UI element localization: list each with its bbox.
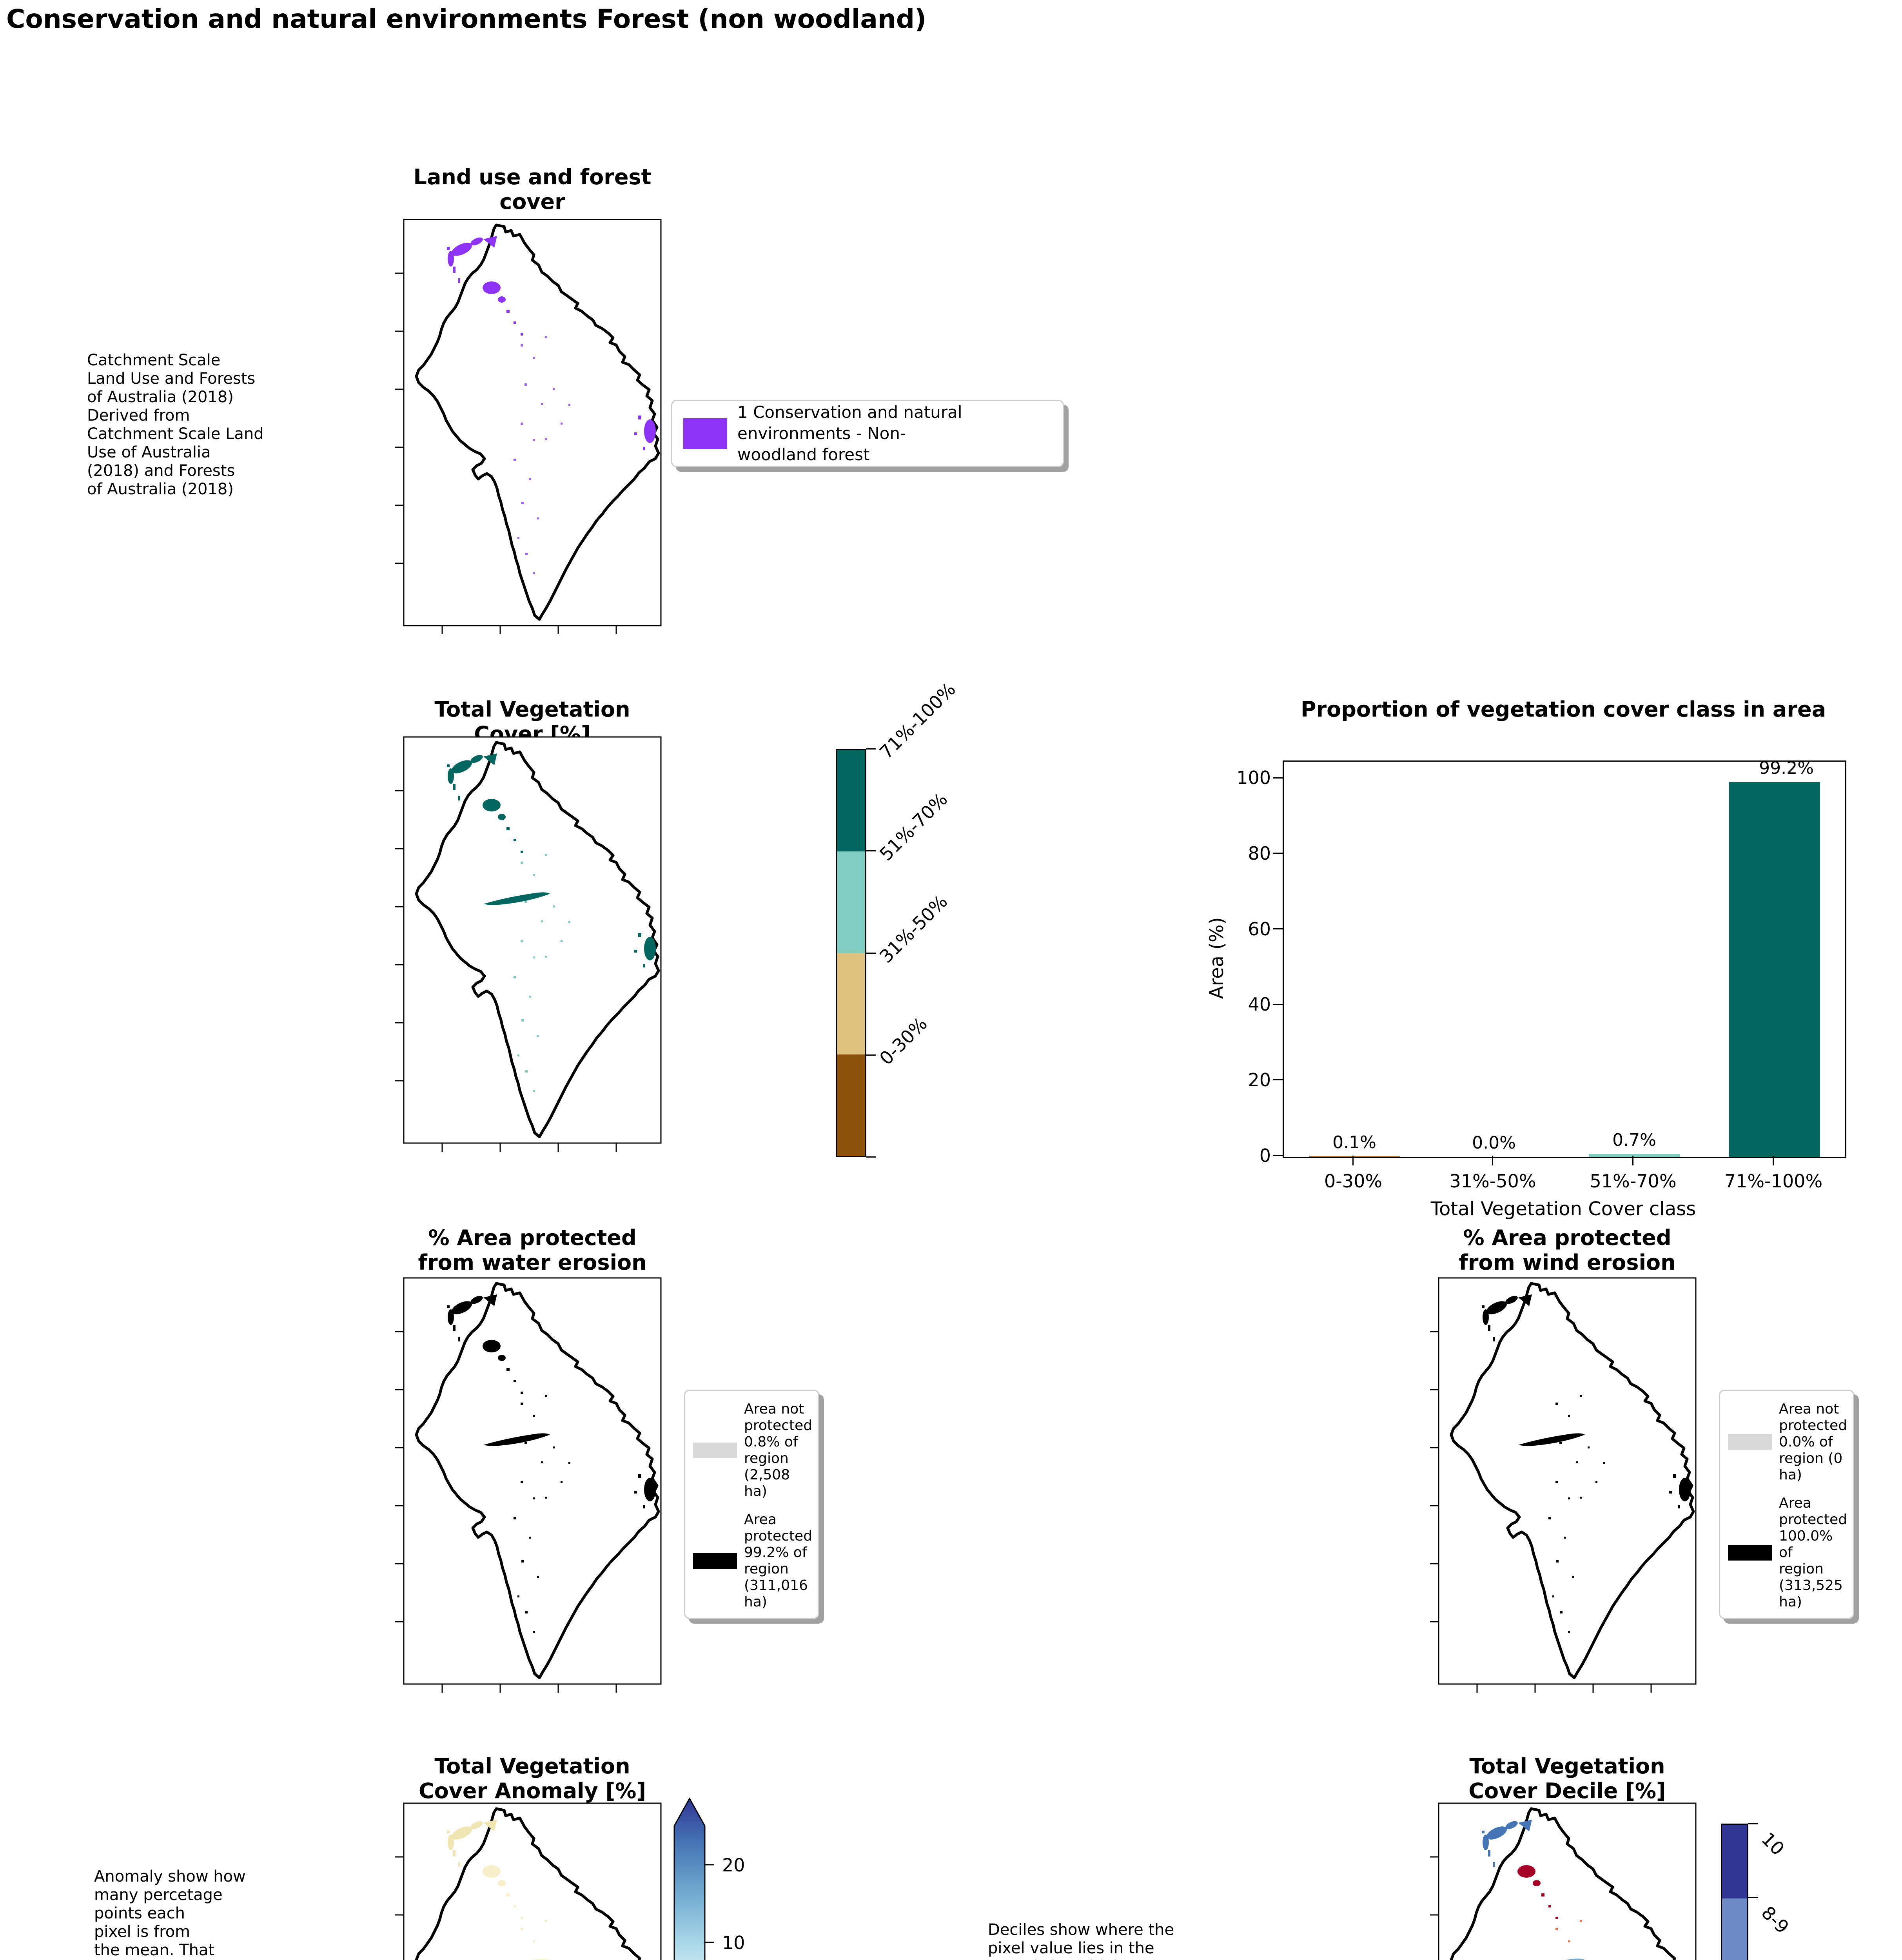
anomaly-side-note: Anomaly show how many percetage points e… <box>94 1867 246 1960</box>
ytick: 80 <box>1248 843 1271 864</box>
xtick: 0-30% <box>1324 1171 1383 1192</box>
decile-map <box>1429 1802 1697 1960</box>
wind-legend-prot: Area protected 100.0% of region (313,525… <box>1779 1495 1848 1610</box>
landuse-legend: 1 Conservation and natural environments … <box>671 400 1064 467</box>
barchart-xlabel: Total Vegetation Cover class <box>1430 1198 1696 1220</box>
xtick: 71%-100% <box>1724 1171 1823 1192</box>
not-protected-swatch <box>693 1443 737 1458</box>
ytick: 40 <box>1248 994 1271 1015</box>
bar-value-label: 0.1% <box>1332 1132 1376 1153</box>
anomaly-title: Total Vegetation Cover Anomaly [%] <box>419 1754 646 1803</box>
protected-swatch <box>1728 1545 1772 1561</box>
decile-title: Total Vegetation Cover Decile [%] <box>1468 1754 1666 1803</box>
bar-value-label: 99.2% <box>1759 758 1814 778</box>
landuse-side-note: Catchment Scale Land Use and Forests of … <box>87 351 264 498</box>
water-legend-not: Area not protected 0.8% of region (2,508… <box>744 1401 813 1499</box>
landuse-map <box>394 219 662 635</box>
ytick: 100 <box>1236 767 1271 788</box>
not-protected-swatch <box>1728 1434 1772 1450</box>
vegcover-cb-label: 51%-70% <box>875 788 952 865</box>
anomaly-map <box>394 1802 662 1960</box>
anomaly-cb-tick: 10 <box>722 1932 745 1953</box>
ytick: 20 <box>1248 1069 1271 1091</box>
barchart-title: Proportion of vegetation cover class in … <box>1300 697 1826 722</box>
page-title: Conservation and natural environments Fo… <box>6 4 927 34</box>
protected-swatch <box>693 1553 737 1569</box>
vegcover-cb-label: 31%-50% <box>875 891 952 967</box>
ytick: 0 <box>1259 1145 1271 1166</box>
landuse-legend-swatch <box>683 418 727 449</box>
vegcover-cb-label: 71%-100% <box>875 678 960 763</box>
water-map <box>394 1277 662 1693</box>
ytick: 60 <box>1248 918 1271 940</box>
water-legend-prot: Area protected 99.2% of region (311,016 … <box>744 1512 813 1610</box>
bar-51-70 <box>1589 1154 1680 1157</box>
xtick: 31%-50% <box>1449 1171 1536 1192</box>
landuse-legend-label: 1 Conservation and natural environments … <box>737 403 962 464</box>
wind-legend-not: Area not protected 0.0% of region (0 ha) <box>1779 1401 1848 1483</box>
bar-value-label: 0.7% <box>1612 1130 1656 1151</box>
decile-cb-label: 10 <box>1757 1828 1789 1860</box>
vegcover-cb-label: 0-30% <box>875 1013 931 1069</box>
xtick: 51%-70% <box>1590 1171 1677 1192</box>
water-legend: Area not protected 0.8% of region (2,508… <box>684 1390 819 1619</box>
barchart-axes: 0.1% 0.0% 0.7% 99.2% <box>1283 758 1846 1158</box>
anomaly-cb-tick: 20 <box>722 1855 745 1876</box>
anomaly-colorbar <box>673 1797 714 1960</box>
decile-cb-label: 8-9 <box>1757 1902 1793 1938</box>
decile-colorbar <box>1721 1824 1748 1960</box>
bar-value-label: 0.0% <box>1472 1133 1516 1153</box>
barchart-ylabel: Area (%) <box>1206 917 1228 999</box>
bar-71-100 <box>1729 782 1820 1157</box>
bar-0-30 <box>1309 1156 1400 1157</box>
landuse-title: Land use and forest cover <box>413 165 652 214</box>
vegcover-title: Total Vegetation Cover [%] <box>434 697 630 746</box>
wind-legend: Area not protected 0.0% of region (0 ha)… <box>1719 1390 1854 1619</box>
decile-side-note: Deciles show where the pixel value lies … <box>988 1921 1174 1960</box>
vegcover-colorbar <box>836 749 866 1157</box>
vegcover-map <box>394 736 662 1152</box>
wind-map <box>1429 1277 1697 1693</box>
